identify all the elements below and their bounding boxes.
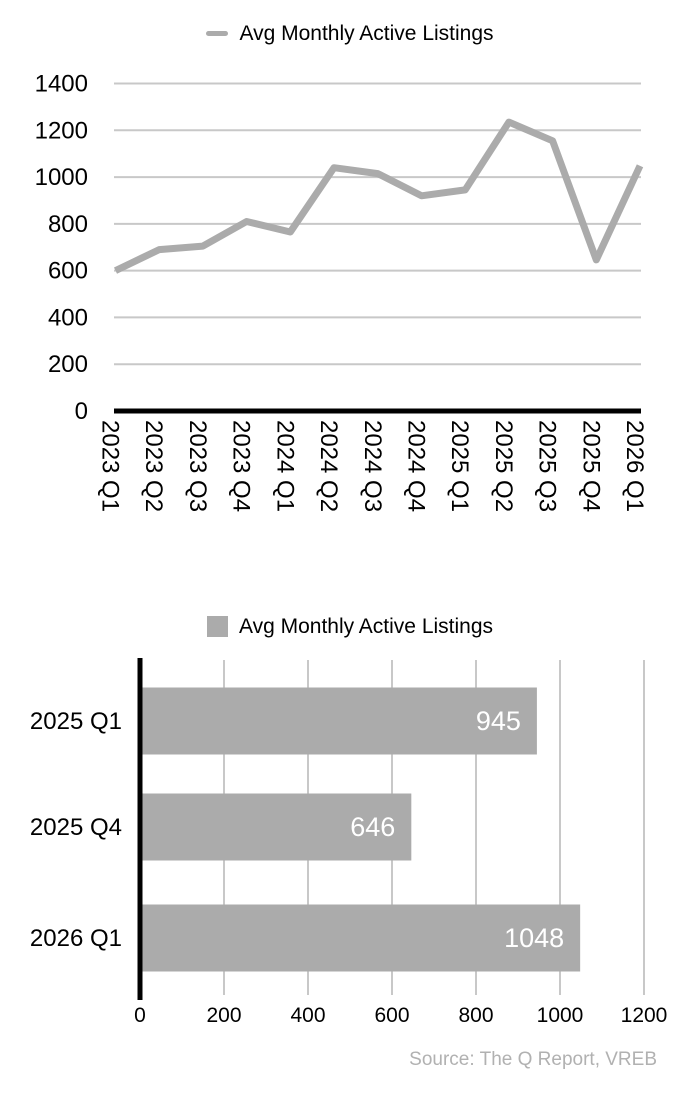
x-tick-label-0: 0 <box>134 1004 146 1027</box>
category-label-2025-Q4: 2025 Q4 <box>30 814 122 841</box>
x-tick-label-600: 600 <box>374 1004 409 1027</box>
y-tick-label-0: 0 <box>75 398 88 425</box>
x-tick-label-2023-Q2: 2023 Q2 <box>140 420 167 512</box>
y-tick-label-800: 800 <box>48 211 88 238</box>
bar-value-label-2025-Q4: 646 <box>350 812 395 842</box>
y-tick-label-600: 600 <box>48 258 88 285</box>
x-tick-label-2025-Q1: 2025 Q1 <box>446 420 473 512</box>
bar-rect-2025-Q1 <box>140 687 537 755</box>
data-line <box>113 118 644 274</box>
bar-series-marker-icon <box>206 615 228 637</box>
x-tick-label-2023-Q3: 2023 Q3 <box>184 420 211 512</box>
x-tick-label-2025-Q3: 2025 Q3 <box>534 420 561 512</box>
y-tick-label-1200: 1200 <box>35 117 88 144</box>
bar-chart-legend: Avg Monthly Active Listings <box>0 550 700 641</box>
x-tick-label-2025-Q2: 2025 Q2 <box>490 420 517 512</box>
x-tick-label-2024-Q2: 2024 Q2 <box>315 420 342 512</box>
x-tick-label-2023-Q1: 2023 Q1 <box>97 420 124 512</box>
x-tick-label-2024-Q3: 2024 Q3 <box>359 420 386 512</box>
line-chart-legend: Avg Monthly Active Listings <box>0 0 700 48</box>
source-caption: Source: The Q Report, VREB <box>409 1049 657 1070</box>
category-label-2025-Q1: 2025 Q1 <box>30 708 122 735</box>
x-tick-label-400: 400 <box>290 1004 325 1027</box>
x-tick-label-2026-Q1: 2026 Q1 <box>621 420 648 512</box>
y-tick-label-400: 400 <box>48 304 88 331</box>
x-tick-label-200: 200 <box>206 1004 241 1027</box>
line-series-marker-icon <box>206 30 229 36</box>
line-series-legend-label: Avg Monthly Active Listings <box>239 21 494 45</box>
x-tick-label-2025-Q4: 2025 Q4 <box>577 420 604 512</box>
bar-series-legend-label: Avg Monthly Active Listings <box>238 614 494 638</box>
x-tick-label-800: 800 <box>458 1004 493 1027</box>
bar-value-label-2026-Q1: 1048 <box>504 923 564 953</box>
y-tick-label-1400: 1400 <box>35 71 88 98</box>
x-tick-label-1000: 1000 <box>537 1004 584 1027</box>
bar-chart-plot: 0 200 400 600 800 1000 1200 945 2025 Q1 646 2025 Q… <box>30 658 668 1027</box>
y-tick-label-1000: 1000 <box>35 164 88 191</box>
y-tick-label-200: 200 <box>48 351 88 378</box>
line-chart-section: Avg Monthly Active Listings 0 200 400 600 80… <box>0 0 700 513</box>
bar-value-label-2025-Q1: 945 <box>476 706 521 736</box>
bar-rect-2025-Q4 <box>140 793 412 861</box>
x-tick-label-2023-Q4: 2023 Q4 <box>228 420 255 512</box>
category-label-2026-Q1: 2026 Q1 <box>30 925 122 952</box>
line-chart-plot: 0 200 400 600 800 1000 1200 1400 2023 Q1 2023 Q2 2… <box>35 71 648 513</box>
bar-chart-section: Avg Monthly Active Listings 0 200 400 600 80… <box>0 550 700 1071</box>
bar-rect-2026-Q1 <box>140 904 581 972</box>
x-tick-label-2024-Q1: 2024 Q1 <box>271 420 298 512</box>
x-tick-label-2024-Q4: 2024 Q4 <box>402 420 429 512</box>
x-tick-label-1200: 1200 <box>621 1004 668 1027</box>
